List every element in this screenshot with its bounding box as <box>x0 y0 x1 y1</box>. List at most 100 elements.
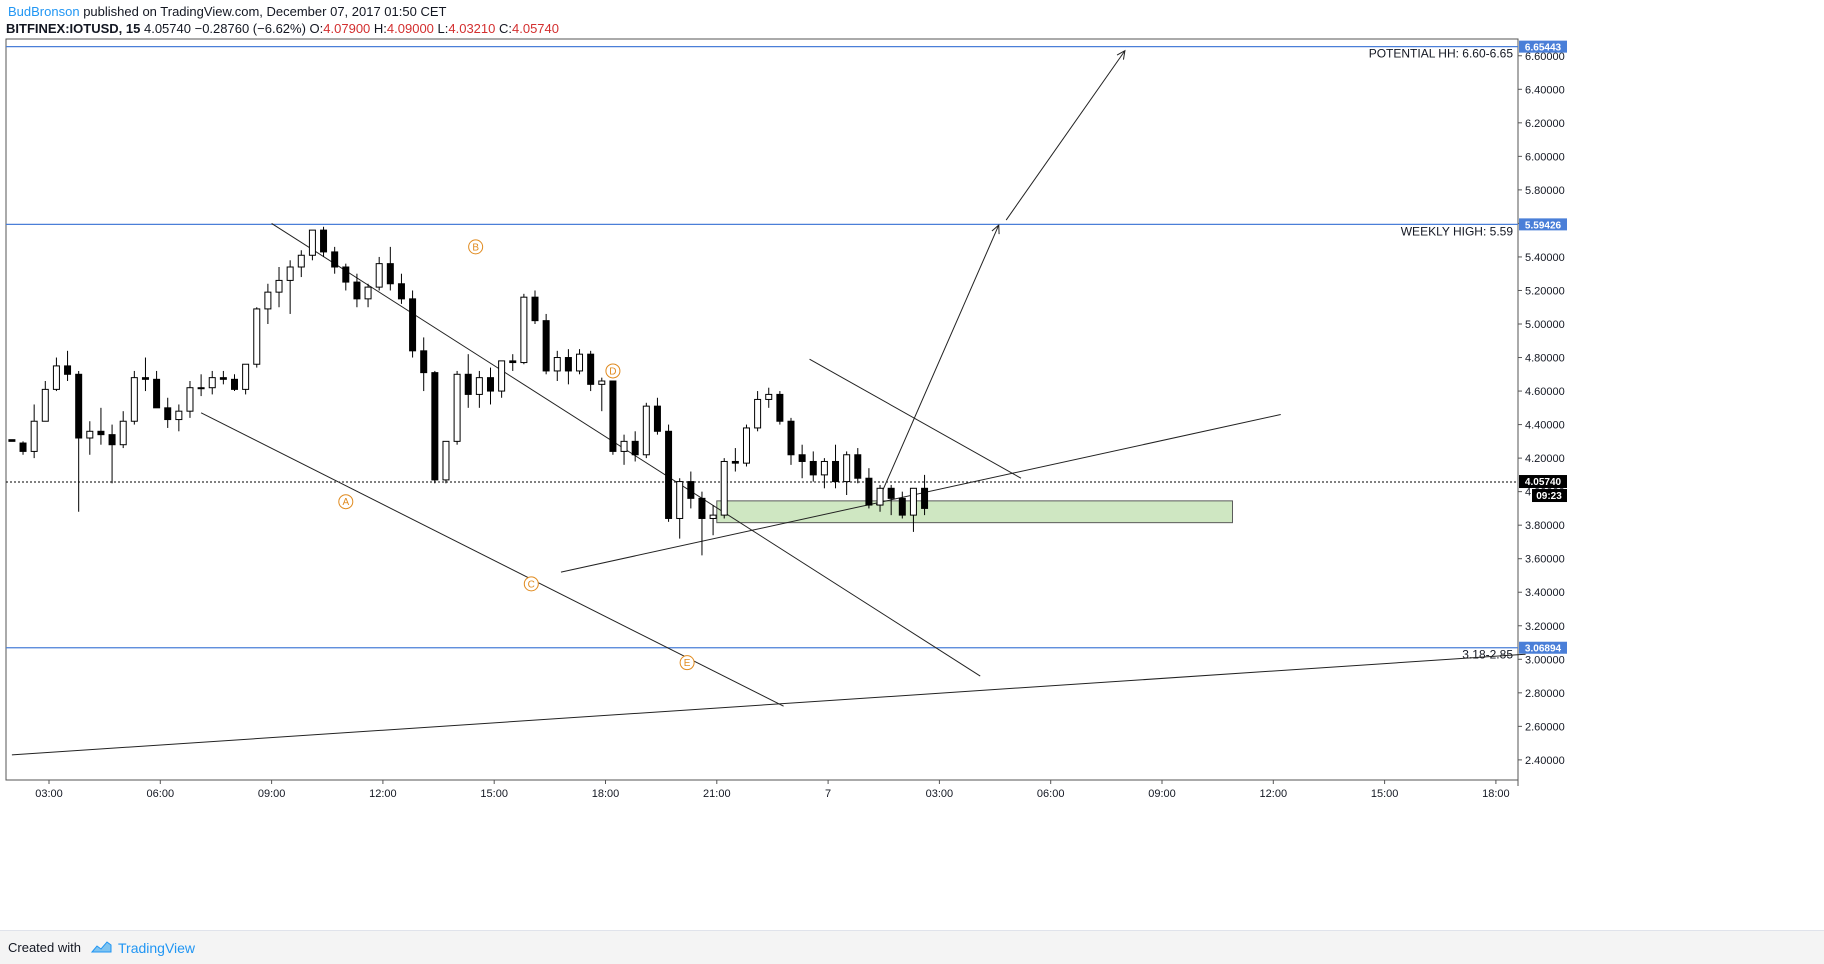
candle-body <box>731 460 739 464</box>
y-tick-label: 2.60000 <box>1525 721 1565 733</box>
y-tick-label: 2.40000 <box>1525 755 1565 767</box>
candle-body <box>564 357 572 372</box>
candle-body <box>820 460 828 476</box>
candle-body <box>609 380 617 452</box>
candle-body <box>353 281 361 300</box>
y-tick-label: 2.80000 <box>1525 688 1565 700</box>
y-tick-label: 4.20000 <box>1525 453 1565 465</box>
candle-body <box>698 497 706 519</box>
bar-countdown: 09:23 <box>1536 491 1562 502</box>
level-badge-label: 3.06894 <box>1525 644 1562 655</box>
candle-body <box>86 430 94 439</box>
candle-body <box>175 410 183 421</box>
candle-body <box>676 481 684 519</box>
candle-body <box>242 363 250 390</box>
candle-body <box>742 427 750 464</box>
candle-body <box>798 454 806 462</box>
y-tick-label: 3.00000 <box>1525 654 1565 666</box>
y-tick-label: 6.40000 <box>1525 84 1565 96</box>
candle-body <box>342 266 350 283</box>
created-with-text: Created with <box>8 940 81 955</box>
candle-body <box>898 497 906 516</box>
arrow-head <box>1116 49 1126 60</box>
wave-label-circle <box>605 363 621 379</box>
y-tick-label: 3.80000 <box>1525 520 1565 532</box>
candle-body <box>197 387 205 390</box>
candle-body <box>52 365 60 390</box>
candle-body <box>887 487 895 499</box>
candle-body <box>909 487 917 516</box>
countdown-badge <box>1532 489 1567 503</box>
level-badge-label: 5.59426 <box>1525 220 1562 231</box>
candle-body <box>420 350 428 374</box>
wave-label-circle <box>338 494 354 510</box>
candle-body <box>219 377 227 380</box>
candle-body <box>64 365 72 375</box>
price-chart[interactable]: 2.40000 2.60000 2.80000 3.00000 3.20000 3.400… <box>0 0 1824 930</box>
candle-body <box>921 487 929 509</box>
x-tick-label: 12:00 <box>1260 788 1288 800</box>
y-tick-label: 6.00000 <box>1525 151 1565 163</box>
x-tick-label: 06:00 <box>147 788 175 800</box>
candle-body <box>431 372 439 481</box>
close-value: 4.05740 <box>512 21 559 36</box>
author-link[interactable]: BudBronson <box>8 4 80 19</box>
wave-label-circle <box>679 655 695 671</box>
level-badge <box>1519 40 1567 53</box>
candle-body <box>130 377 138 422</box>
plot-frame <box>5 38 1519 781</box>
symbol-name[interactable]: BITFINEX:IOTUSD, 15 <box>6 21 141 36</box>
candle-body <box>108 434 116 446</box>
wave-label: E <box>684 658 691 669</box>
last-price-badge <box>1519 475 1567 489</box>
candle-body <box>397 283 405 300</box>
candle-body <box>30 420 38 452</box>
level-badge <box>1519 218 1567 231</box>
x-tick-label: 7 <box>825 788 831 800</box>
candle-body <box>208 377 216 389</box>
publish-info: published on TradingView.com, December 0… <box>83 4 447 19</box>
trendline <box>11 653 1526 756</box>
footer-bar: Created with TradingView <box>0 930 1824 964</box>
y-tick-label: 5.40000 <box>1525 252 1565 264</box>
y-tick-label: 3.20000 <box>1525 621 1565 633</box>
candle-body <box>620 440 628 452</box>
tradingview-cloud-icon[interactable] <box>88 939 114 955</box>
tradingview-brand[interactable]: TradingView <box>118 940 196 956</box>
projection-arrow <box>875 224 1000 506</box>
last-price-label: 4.05740 <box>1525 477 1562 488</box>
candle-body <box>475 377 483 395</box>
candle-body <box>631 440 639 456</box>
close-label: C: <box>499 21 512 36</box>
candle-body <box>843 454 851 483</box>
trendline <box>809 358 1022 479</box>
candle-body <box>865 477 873 506</box>
candle-body <box>164 407 172 421</box>
candle-body <box>576 353 584 372</box>
candle-body <box>141 377 149 380</box>
candle-body <box>687 481 695 499</box>
candle-body <box>364 286 372 300</box>
candle-body <box>231 378 238 390</box>
y-tick-label: 4.40000 <box>1525 420 1565 432</box>
candle-body <box>876 487 884 506</box>
trendline <box>560 414 1281 573</box>
y-tick-label: 3.40000 <box>1525 587 1565 599</box>
candle-body <box>453 373 461 442</box>
candle-body <box>653 405 661 432</box>
candle-body <box>665 430 673 519</box>
change-text: −0.28760 (−6.62%) <box>194 21 306 36</box>
x-tick-label: 03:00 <box>926 788 954 800</box>
high-value: 4.09000 <box>386 21 434 36</box>
candle-body <box>486 377 494 392</box>
candle-body <box>320 229 328 253</box>
candle-body <box>409 298 417 352</box>
y-tick-label: 4.80000 <box>1525 353 1565 365</box>
candle-body <box>264 291 272 310</box>
candle-body <box>509 360 517 364</box>
candle-body <box>598 380 606 385</box>
y-tick-label: 6.60000 <box>1525 51 1565 63</box>
last-price-text: 4.05740 <box>143 21 191 36</box>
candle-body <box>253 308 261 365</box>
candle-body <box>542 320 550 372</box>
